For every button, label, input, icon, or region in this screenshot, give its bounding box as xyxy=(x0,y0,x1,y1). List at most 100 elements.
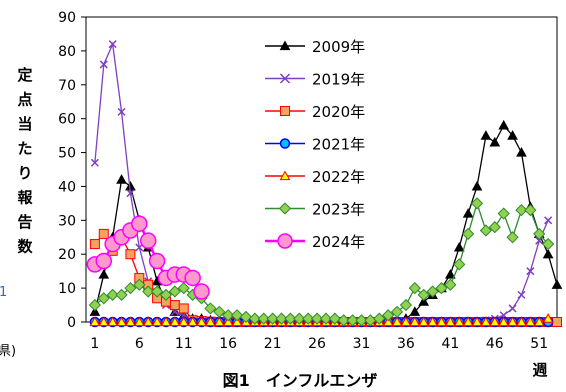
legend-label: 2009年 xyxy=(312,38,365,56)
legend-entry: 2020年 xyxy=(265,103,365,121)
data-point xyxy=(150,285,164,298)
data-point xyxy=(542,248,554,259)
y-axis-label-char: 報 xyxy=(17,189,33,207)
data-point xyxy=(159,288,173,301)
data-point xyxy=(125,316,136,327)
data-point xyxy=(535,236,544,245)
data-point xyxy=(399,298,413,312)
data-point xyxy=(99,60,108,69)
data-point xyxy=(148,252,166,270)
data-point xyxy=(115,288,128,301)
x-tick-label: 51 xyxy=(530,336,548,352)
data-point xyxy=(488,221,501,234)
x-tick-label: 31 xyxy=(353,336,371,352)
data-point xyxy=(471,180,483,191)
data-point xyxy=(178,316,190,327)
data-point xyxy=(462,208,474,218)
left-edge-blue-fragment: 1 xyxy=(0,285,7,300)
y-axis-label-char: 当 xyxy=(17,115,32,133)
data-point xyxy=(444,278,457,291)
data-point xyxy=(506,231,519,244)
data-point xyxy=(90,158,99,167)
data-point xyxy=(89,239,100,250)
data-point xyxy=(302,312,315,325)
y-tick-label: 10 xyxy=(58,281,76,297)
data-point xyxy=(524,316,536,327)
data-point xyxy=(517,290,526,299)
series-2024年 xyxy=(86,215,210,300)
y-axis-label-char: 定 xyxy=(17,66,32,84)
data-point xyxy=(526,267,535,276)
data-point xyxy=(533,316,545,327)
data-point xyxy=(533,227,546,240)
y-tick-label: 80 xyxy=(58,44,76,60)
x-tick-label: 36 xyxy=(397,336,415,352)
x-tick-label: 11 xyxy=(175,336,193,352)
data-point xyxy=(418,296,430,306)
data-point xyxy=(310,312,324,325)
data-point xyxy=(116,316,127,327)
data-point xyxy=(551,279,563,289)
legend-marker xyxy=(280,106,290,116)
legend: 2009年 2019年 2020年 2021年 2022年 2023年 2024年 xyxy=(265,38,365,251)
data-point xyxy=(418,316,430,327)
x-tick-label: 21 xyxy=(264,336,282,352)
legend-marker xyxy=(277,233,293,249)
data-point xyxy=(204,302,217,315)
legend-entry: 2023年 xyxy=(265,201,365,219)
data-point xyxy=(319,312,333,325)
data-point xyxy=(142,285,155,298)
data-point xyxy=(205,316,216,327)
data-point xyxy=(542,313,554,323)
y-tick-label: 70 xyxy=(58,78,76,94)
data-point xyxy=(213,305,226,318)
data-point xyxy=(409,316,421,327)
data-point xyxy=(328,312,341,325)
data-point xyxy=(293,312,306,325)
legend-label: 2020年 xyxy=(312,103,365,121)
y-tick-label: 90 xyxy=(58,10,76,26)
data-point xyxy=(544,216,553,225)
data-point xyxy=(168,285,181,298)
y-axis-label-char: 点 xyxy=(17,91,32,109)
data-point xyxy=(497,207,510,220)
legend-entry: 2024年 xyxy=(265,233,365,251)
data-point xyxy=(139,232,157,249)
data-point xyxy=(95,252,113,270)
data-point xyxy=(390,305,404,318)
data-point xyxy=(266,312,279,325)
legend-entry: 2022年 xyxy=(265,168,365,186)
legend-marker xyxy=(279,73,291,84)
data-point xyxy=(177,282,190,295)
data-point xyxy=(426,285,439,298)
series-2023年 xyxy=(88,197,555,327)
x-tick-label: 6 xyxy=(135,336,144,352)
y-tick-label: 40 xyxy=(58,179,76,195)
data-point xyxy=(98,269,110,279)
data-point xyxy=(107,316,119,327)
data-point xyxy=(160,316,172,327)
data-point xyxy=(382,316,394,327)
data-point xyxy=(239,310,253,324)
data-point xyxy=(151,316,163,327)
data-point xyxy=(427,316,438,327)
data-point xyxy=(133,316,145,327)
legend-marker xyxy=(279,40,291,51)
data-point xyxy=(462,316,474,327)
data-point xyxy=(222,309,235,322)
data-point xyxy=(417,288,430,301)
data-point xyxy=(436,316,447,327)
y-axis-label-char: 数 xyxy=(17,238,33,256)
x-axis-label: 週 xyxy=(532,361,547,379)
data-point xyxy=(462,227,475,240)
data-point xyxy=(98,228,109,239)
x-tick-label: 46 xyxy=(486,336,504,352)
legend-entry: 2009年 xyxy=(265,38,365,56)
data-point xyxy=(445,316,456,327)
legend-marker xyxy=(279,170,291,181)
data-point xyxy=(125,249,136,260)
data-point xyxy=(471,316,483,327)
data-point xyxy=(480,130,492,140)
